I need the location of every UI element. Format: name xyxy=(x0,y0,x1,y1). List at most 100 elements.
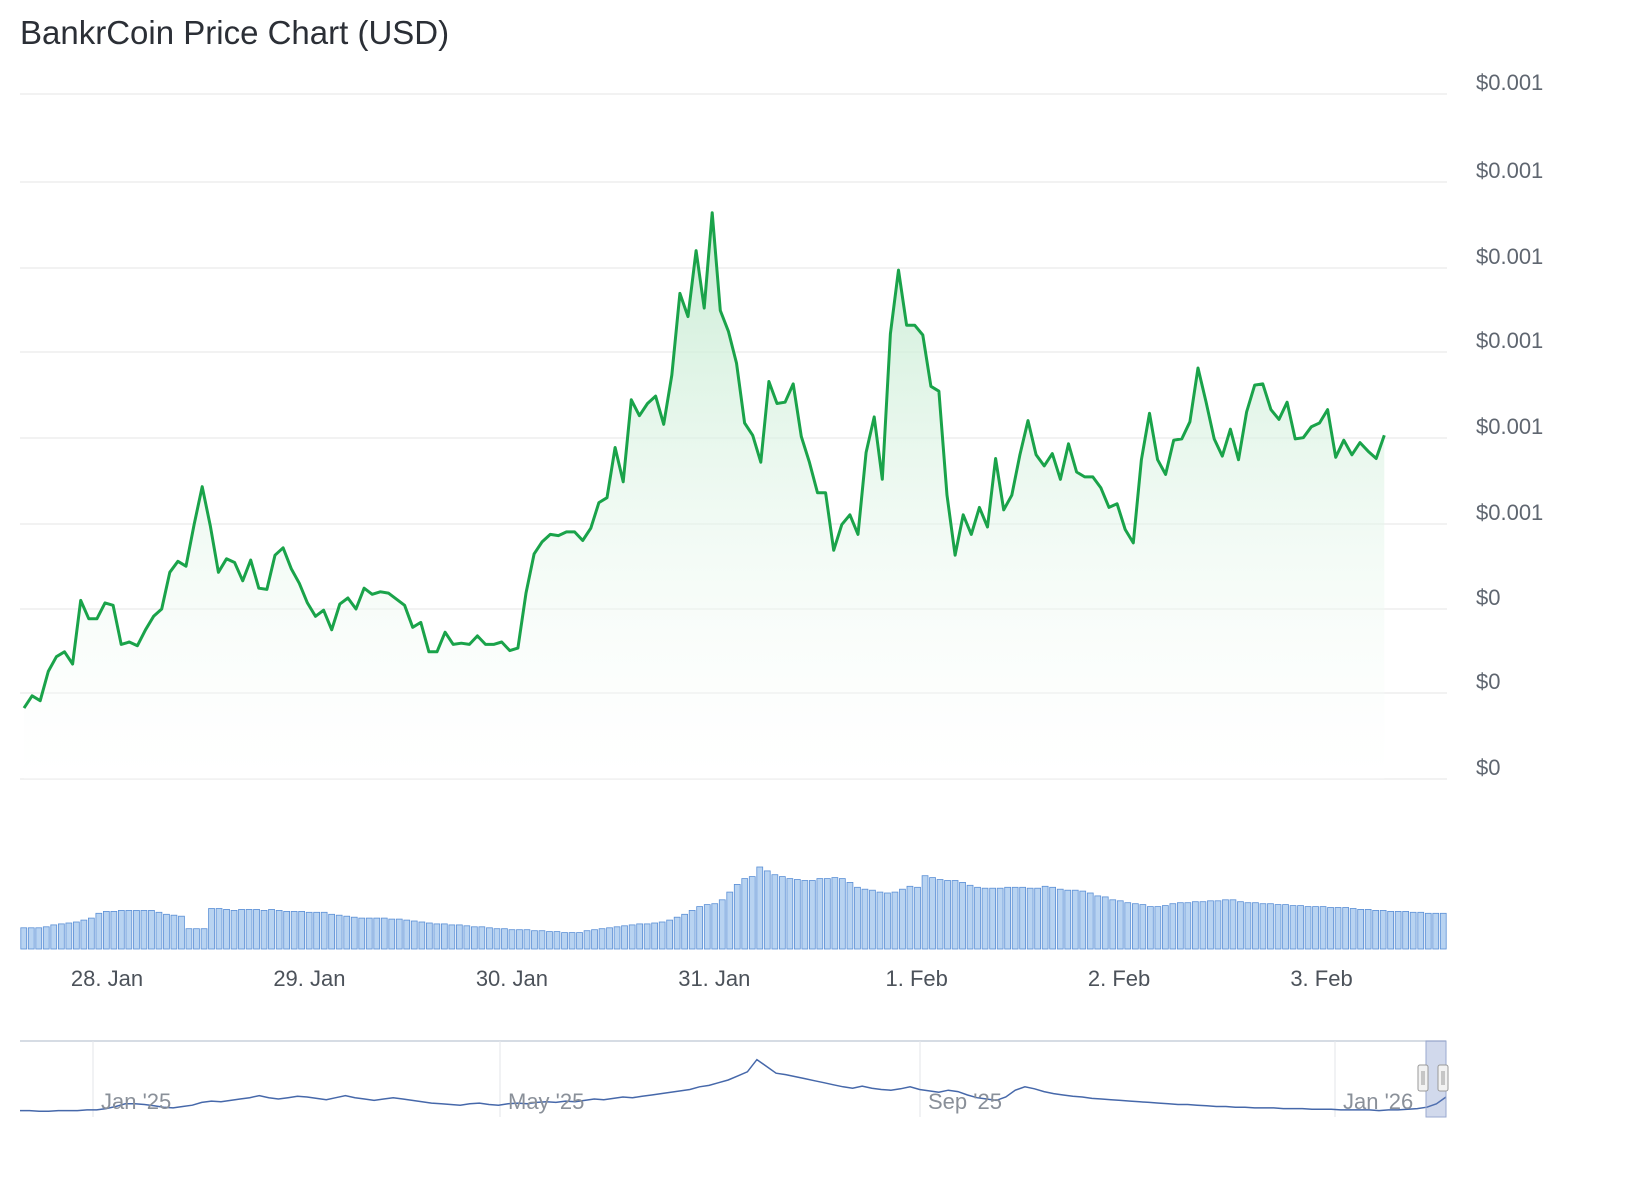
volume-bar xyxy=(1139,904,1147,950)
price-line xyxy=(22,211,1386,709)
volume-bar xyxy=(748,876,756,950)
volume-bar xyxy=(1147,906,1154,950)
volume-bars xyxy=(20,866,1447,950)
volume-bar xyxy=(238,909,245,950)
volume-bar xyxy=(260,910,268,950)
volume-bar xyxy=(696,906,704,950)
volume-bar xyxy=(50,924,58,950)
volume-bar xyxy=(42,926,50,950)
volume-bar xyxy=(1424,912,1432,950)
volume-bar xyxy=(1342,907,1349,950)
y-tick-label: $0.001 xyxy=(1476,328,1543,353)
price-area xyxy=(24,212,1385,779)
volume-bar xyxy=(1177,902,1184,950)
volume-bar xyxy=(763,870,771,950)
volume-bar xyxy=(899,888,906,950)
volume-bar xyxy=(688,910,696,950)
volume-bar xyxy=(538,930,546,950)
volume-bar xyxy=(1327,907,1334,950)
volume-bar xyxy=(1289,905,1297,950)
volume-bar xyxy=(305,911,313,950)
volume-bar xyxy=(200,928,208,950)
y-tick-label: $0.001 xyxy=(1476,244,1543,269)
range-navigator[interactable]: Jan '25 May '25 Sep '25 Jan '26 xyxy=(20,1040,1449,1118)
volume-bar xyxy=(1267,903,1274,950)
volume-bar xyxy=(253,909,260,950)
volume-bar xyxy=(643,923,651,950)
volume-bar xyxy=(1252,902,1259,950)
volume-bar xyxy=(448,924,456,950)
volume-bar xyxy=(343,915,351,950)
volume-bar xyxy=(133,910,140,950)
volume-bar xyxy=(1132,903,1139,950)
navigator-handle[interactable] xyxy=(1437,1064,1449,1092)
volume-bar xyxy=(1432,912,1440,950)
volume-bar xyxy=(929,877,936,950)
navigator-line xyxy=(20,1058,1447,1113)
volume-bar xyxy=(598,928,606,950)
volume-bar xyxy=(553,931,561,950)
volume-bar xyxy=(959,882,966,950)
volume-bar xyxy=(906,885,914,950)
volume-bar xyxy=(884,892,891,950)
volume-bar xyxy=(1004,886,1012,950)
volume-bar xyxy=(989,887,997,950)
y-tick-label: $0 xyxy=(1476,755,1500,780)
volume-bar xyxy=(1169,903,1177,950)
volume-bar xyxy=(996,887,1004,950)
volume-bar xyxy=(486,927,493,950)
y-tick-label: $0.001 xyxy=(1476,500,1543,525)
volume-bar xyxy=(891,891,899,950)
volume-bar xyxy=(1229,899,1237,950)
volume-bar xyxy=(1207,900,1214,950)
volume-bar xyxy=(831,877,839,950)
volume-bar xyxy=(350,916,358,950)
volume-bar xyxy=(35,927,43,950)
volume-bar xyxy=(395,918,403,950)
volume-bar xyxy=(268,909,275,950)
volume-bar xyxy=(673,916,681,950)
volume-bar xyxy=(854,886,861,950)
volume-bar xyxy=(1334,907,1342,950)
x-axis-labels: 28. Jan 29. Jan 30. Jan 31. Jan 1. Feb 2. Feb… xyxy=(71,966,1353,991)
volume-bar xyxy=(1349,908,1357,950)
volume-bar xyxy=(1162,905,1169,950)
volume-bar xyxy=(1086,892,1094,950)
volume-bar xyxy=(1094,895,1102,950)
volume-bar xyxy=(936,879,944,950)
volume-bar xyxy=(621,925,628,950)
volume-bar xyxy=(801,880,809,950)
volume-bar xyxy=(103,911,110,950)
volume-bar xyxy=(794,879,801,950)
navigator-handle[interactable] xyxy=(1417,1064,1429,1092)
volume-bar xyxy=(1064,889,1072,950)
navigator-tick-label: Jan '25 xyxy=(101,1089,171,1114)
y-tick-label: $0.001 xyxy=(1476,414,1543,439)
volume-bar xyxy=(1199,901,1207,950)
volume-bar xyxy=(163,913,170,950)
volume-bar xyxy=(861,888,869,950)
volume-bar xyxy=(418,921,426,950)
volume-bar xyxy=(455,924,463,950)
volume-bar xyxy=(95,912,103,950)
volume-bar xyxy=(1019,886,1027,950)
volume-bar xyxy=(283,911,291,950)
volume-bar xyxy=(320,911,328,950)
volume-bar xyxy=(1116,900,1124,950)
volume-bar xyxy=(583,930,591,950)
volume-bar xyxy=(365,917,373,950)
volume-bar xyxy=(170,914,178,950)
volume-bar xyxy=(741,878,749,950)
volume-bar xyxy=(966,884,974,950)
volume-bar xyxy=(1259,903,1267,950)
volume-bar xyxy=(658,921,666,950)
price-line-layer xyxy=(22,211,1386,709)
volume-bar xyxy=(1041,885,1049,950)
volume-bar xyxy=(110,911,118,950)
volume-bar xyxy=(463,925,471,950)
y-tick-label: $0.001 xyxy=(1476,70,1543,95)
volume-bar xyxy=(1364,909,1372,950)
x-tick-label: 29. Jan xyxy=(273,966,345,991)
volume-bar xyxy=(358,917,366,950)
volume-bar xyxy=(501,928,508,950)
